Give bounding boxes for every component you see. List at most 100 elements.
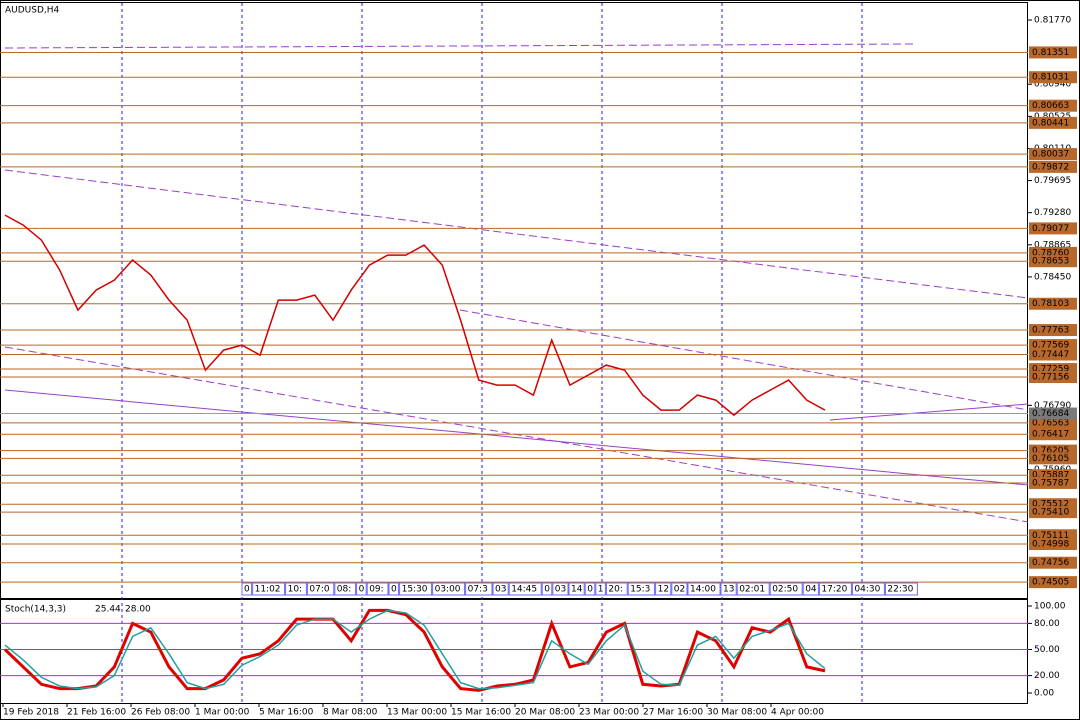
- current-price-label: 0.76684: [1032, 409, 1069, 419]
- level-label: 0.75111: [1032, 531, 1069, 541]
- level-tag: [1029, 576, 1077, 589]
- time-box: [432, 582, 466, 596]
- level-tag: [1029, 297, 1077, 310]
- y-tick-label: 0.00: [1034, 688, 1054, 698]
- stoch-main-value: 25.44: [95, 605, 121, 615]
- series-line: [4, 214, 826, 417]
- x-tick-label: 8 Mar 08:00: [323, 708, 378, 718]
- level-label: 0.79872: [1032, 162, 1069, 172]
- time-box-label: 15:30: [402, 585, 428, 595]
- time-box: [541, 582, 553, 596]
- time-box-label: 13: [723, 585, 734, 595]
- level-tag: [1029, 556, 1077, 569]
- level-label: 0.74756: [1032, 558, 1069, 568]
- time-box-label: 0: [244, 585, 250, 595]
- level-tag: [1029, 255, 1077, 268]
- level-label: 0.77259: [1032, 365, 1069, 375]
- level-label: 0.79077: [1032, 224, 1069, 234]
- y-tick-label: 0.80940: [1034, 80, 1071, 90]
- current-price-tag: [1029, 407, 1077, 420]
- level-label: 0.80441: [1032, 118, 1069, 128]
- stoch-pane: [0, 599, 1028, 704]
- time-box: [818, 582, 852, 596]
- time-box: [508, 582, 542, 596]
- x-tick-label: 4 Apr 00:00: [771, 708, 824, 718]
- time-box: [492, 582, 509, 596]
- time-box: [671, 582, 688, 596]
- level-label: 0.76205: [1032, 446, 1069, 456]
- y-tick-label: 20.00: [1034, 671, 1060, 681]
- time-box: [285, 582, 307, 596]
- time-box: [605, 582, 628, 596]
- time-box-label: 0: [359, 585, 365, 595]
- level-label: 0.76417: [1032, 430, 1069, 440]
- time-box-label: 1: [598, 585, 604, 595]
- series-line: [3, 608, 826, 692]
- time-box-label: 02:01: [739, 585, 765, 595]
- y-tick-label: 0.76790: [1034, 401, 1071, 411]
- x-tick-label: 27 Mar 16:00: [643, 708, 703, 718]
- level-label: 0.75887: [1032, 471, 1069, 481]
- level-tag: [1029, 148, 1077, 161]
- time-box: [655, 582, 672, 596]
- x-tick-label: 20 Mar 08:00: [515, 708, 575, 718]
- level-label: 0.77569: [1032, 341, 1069, 351]
- level-tag: [1029, 452, 1077, 465]
- time-box: [356, 582, 367, 596]
- level-label: 0.78760: [1032, 248, 1069, 258]
- level-label: 0.76563: [1032, 418, 1069, 428]
- time-box-label: 09:: [369, 585, 383, 595]
- y-tick-label: 0.78865: [1034, 240, 1071, 250]
- x-tick-label: 26 Feb 08:00: [131, 708, 190, 718]
- time-box-label: 02:50: [772, 585, 798, 595]
- level-label: 0.77156: [1032, 373, 1069, 383]
- stoch-signal-value: 28.00: [125, 605, 151, 615]
- time-box: [568, 582, 585, 596]
- level-label: 0.77447: [1032, 350, 1069, 360]
- x-tick-label: 21 Feb 16:00: [67, 708, 126, 718]
- chart-title: AUDUSD,H4: [5, 6, 60, 16]
- time-box-label: 11:02: [255, 585, 281, 595]
- time-box-label: 03: [495, 585, 506, 595]
- y-tick-label: 0.79695: [1034, 176, 1071, 186]
- level-tag: [1029, 222, 1077, 235]
- y-tick-label: 0.79280: [1034, 208, 1071, 218]
- time-box-label: 14: [571, 585, 583, 595]
- time-box: [399, 582, 433, 596]
- level-tag: [1029, 339, 1077, 352]
- x-tick-label: 23 Mar 00:00: [579, 708, 639, 718]
- time-box-label: 07:3: [468, 585, 488, 595]
- x-tick-label: 1 Mar 00:00: [195, 708, 250, 718]
- time-box: [252, 582, 286, 596]
- time-box-label: 15:3: [630, 585, 650, 595]
- time-box-label: 0: [544, 585, 550, 595]
- time-box-label: 03: [555, 585, 566, 595]
- time-box: [851, 582, 885, 596]
- time-box: [627, 582, 656, 596]
- time-box: [736, 582, 770, 596]
- level-label: 0.77763: [1032, 326, 1069, 336]
- x-tick-label: 19 Feb 2018: [3, 708, 59, 718]
- time-box: [306, 582, 335, 596]
- time-box: [884, 582, 918, 596]
- time-box-label: 14:45: [511, 585, 537, 595]
- time-box: [334, 582, 357, 596]
- time-box: [465, 582, 493, 596]
- time-box-label: 14:00: [690, 585, 716, 595]
- level-label: 0.81351: [1032, 48, 1069, 58]
- time-box-label: 04: [805, 585, 817, 595]
- time-box-label: 17:20: [821, 585, 847, 595]
- time-box-label: 07:0: [309, 585, 329, 595]
- y-tick-label: 0.78450: [1034, 272, 1071, 282]
- level-tag: [1029, 99, 1077, 112]
- level-label: 0.78103: [1032, 299, 1069, 309]
- level-tag: [1029, 416, 1077, 429]
- y-tick-label: 80.00: [1034, 619, 1060, 629]
- level-tag: [1029, 476, 1077, 489]
- time-box: [584, 582, 596, 596]
- level-label: 0.76105: [1032, 454, 1069, 464]
- level-label: 0.80037: [1032, 150, 1069, 160]
- time-box-label: 08:: [337, 585, 351, 595]
- channel-solid: [4, 389, 1029, 486]
